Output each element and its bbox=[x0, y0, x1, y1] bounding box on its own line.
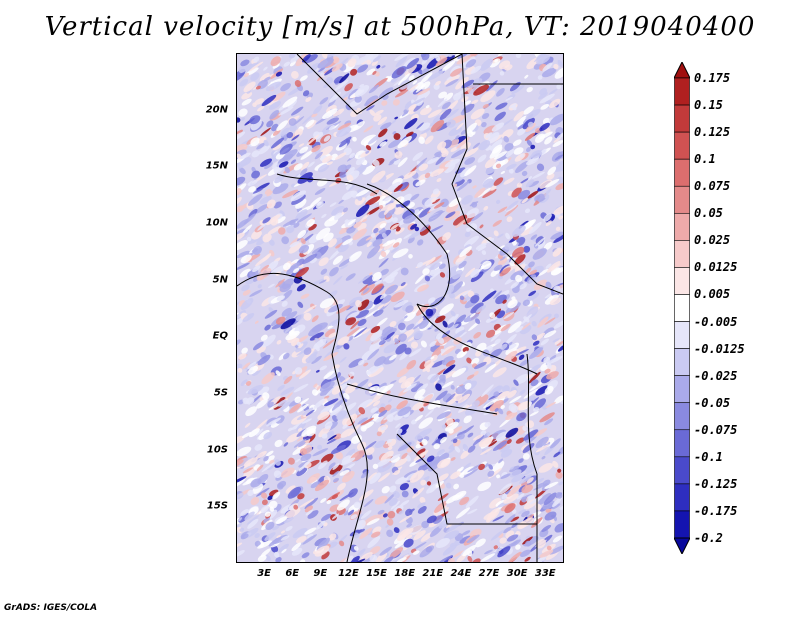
colorbar-bin bbox=[674, 131, 690, 160]
colorbar-max-arrow bbox=[674, 62, 690, 79]
country-borders bbox=[237, 54, 563, 562]
colorbar-bin bbox=[674, 456, 690, 485]
grads-credit: GrADS: IGES/COLA bbox=[4, 603, 98, 613]
colorbar-bin bbox=[674, 429, 690, 458]
lat-tick-label: 15N bbox=[205, 160, 228, 172]
velocity-field-map bbox=[237, 54, 563, 562]
lon-tick-label: 33E bbox=[534, 568, 556, 579]
colorbar-level-label: 0.025 bbox=[694, 233, 731, 248]
field-blobs bbox=[237, 54, 563, 562]
lat-tick-label: 10S bbox=[206, 444, 228, 456]
lon-tick-label: 30E bbox=[506, 568, 528, 579]
lon-tick-label: 15E bbox=[366, 568, 387, 579]
lon-tick-label: 24E bbox=[450, 568, 472, 579]
lat-tick-label: 20N bbox=[205, 104, 228, 116]
lon-tick-label: 12E bbox=[338, 568, 359, 579]
lat-tick-label: 5N bbox=[212, 274, 228, 286]
colorbar-level-label: -0.0125 bbox=[694, 341, 745, 356]
lon-tick-label: 9E bbox=[313, 568, 328, 579]
colorbar-level-label: -0.175 bbox=[694, 503, 738, 518]
colorbar-level-label: 0.125 bbox=[694, 125, 731, 140]
colorbar-level-label: -0.05 bbox=[694, 395, 731, 410]
lon-tick-label: 6E bbox=[285, 568, 300, 579]
lon-tick-label: 21E bbox=[422, 568, 444, 579]
colorbar-bin bbox=[674, 267, 690, 295]
colorbar-bin bbox=[674, 375, 690, 404]
colorbar-level-label: -0.125 bbox=[694, 476, 738, 491]
colorbar-bin bbox=[674, 240, 690, 268]
colorbar-bin bbox=[674, 185, 690, 214]
colorbar-bin bbox=[674, 104, 690, 133]
lat-tick-label: 10N bbox=[205, 217, 228, 229]
colorbar-bin bbox=[674, 212, 690, 241]
colorbar-level-label: -0.1 bbox=[694, 449, 723, 464]
colorbar-bin bbox=[674, 483, 690, 512]
lon-tick-label: 18E bbox=[394, 568, 416, 579]
lat-tick-label: 5S bbox=[213, 387, 228, 399]
chart-title: Vertical velocity [m/s] at 500hPa, VT: 2… bbox=[44, 12, 756, 42]
colorbar-bin bbox=[674, 510, 690, 539]
colorbar-bin bbox=[674, 294, 690, 322]
lon-tick-label: 3E bbox=[257, 568, 272, 579]
colorbar-level-label: 0.175 bbox=[694, 71, 731, 85]
colorbar-level-label: -0.2 bbox=[694, 531, 723, 545]
colorbar-level-label: 0.0125 bbox=[694, 260, 738, 275]
colorbar-bin bbox=[674, 348, 690, 376]
lon-tick-label: 27E bbox=[478, 568, 500, 579]
colorbar-level-label: -0.075 bbox=[694, 422, 738, 437]
colorbar-bin bbox=[674, 402, 690, 431]
map-plot-area bbox=[236, 53, 564, 563]
colorbar-level-label: 0.005 bbox=[694, 287, 731, 302]
colorbar-bin bbox=[674, 158, 690, 187]
colorbar-level-label: 0.05 bbox=[694, 206, 723, 221]
colorbar-level-label: -0.025 bbox=[694, 368, 738, 383]
colorbar-level-label: -0.005 bbox=[694, 314, 738, 329]
colorbar-level-label: 0.075 bbox=[694, 179, 731, 194]
lat-tick-label: EQ bbox=[212, 330, 228, 342]
colorbar-level-label: 0.15 bbox=[694, 98, 723, 113]
colorbar-bin bbox=[674, 321, 690, 349]
lat-tick-label: 15S bbox=[206, 500, 228, 512]
colorbar-level-label: 0.1 bbox=[694, 152, 716, 167]
colorbar-bin bbox=[674, 77, 690, 106]
colorbar bbox=[674, 62, 690, 554]
colorbar-min-arrow bbox=[674, 537, 690, 554]
